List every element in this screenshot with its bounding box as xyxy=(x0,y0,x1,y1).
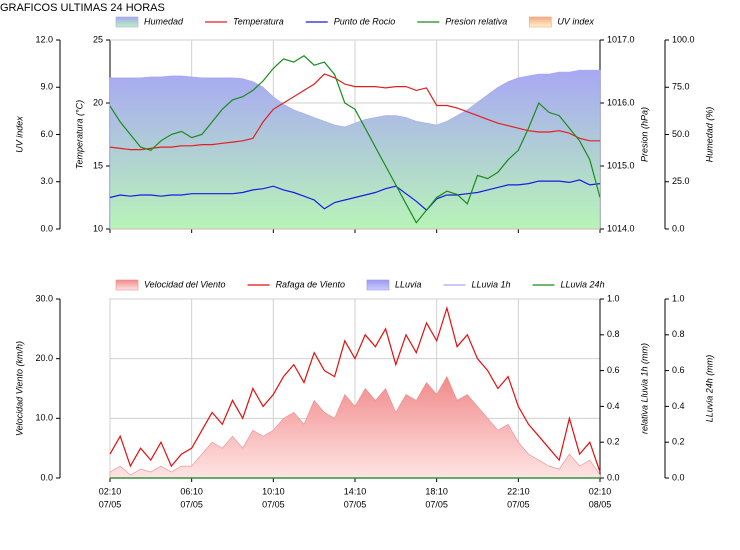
y-tick-label: 0.2 xyxy=(607,437,620,447)
y-tick-label: 25 xyxy=(93,34,103,44)
y-tick-label: 10 xyxy=(93,223,103,233)
line xyxy=(109,55,601,224)
y-tick-label: 100.0 xyxy=(672,34,695,44)
y-tick-label: 20.0 xyxy=(35,353,53,363)
x-tick-label: 22:10 xyxy=(507,486,530,496)
y-axis-title: Velocidad Viento (km/h) xyxy=(14,341,24,436)
y-tick-label: 0.8 xyxy=(672,329,685,339)
legend-label: LLuvia 1h xyxy=(471,279,510,289)
x-tick-label: 07/05 xyxy=(180,499,203,509)
y-tick-label: 50.0 xyxy=(672,129,690,139)
y-tick-label: 0.0 xyxy=(672,223,685,233)
page-title: GRAFICOS ULTIMAS 24 HORAS xyxy=(0,2,165,14)
area xyxy=(109,69,601,230)
y-tick-label: 15 xyxy=(93,160,103,170)
x-tick-label: 06:10 xyxy=(180,486,203,496)
y-axis-title: Humedad (%) xyxy=(704,107,714,163)
y-tick-label: 1.0 xyxy=(672,293,685,303)
x-tick-label: 02:10 xyxy=(589,486,612,496)
y-tick-label: 0.0 xyxy=(40,223,53,233)
x-tick-label: 02:10 xyxy=(99,486,122,496)
y-tick-label: 0.8 xyxy=(607,329,620,339)
x-tick-label: 14:10 xyxy=(344,486,367,496)
y-tick-label: 0.6 xyxy=(672,365,685,375)
y-tick-label: 9.0 xyxy=(40,82,53,92)
legend-label: LLuvia xyxy=(395,279,422,289)
legend-label: Punto de Rocio xyxy=(334,16,396,26)
legend-label: UV index xyxy=(557,16,594,26)
y-axis-title: Presion (hPa) xyxy=(639,107,649,162)
y-tick-label: 0.4 xyxy=(672,401,685,411)
line xyxy=(109,73,600,151)
y-tick-label: 0.0 xyxy=(607,472,620,482)
y-tick-label: 0.2 xyxy=(672,437,685,447)
y-tick-label: 1.0 xyxy=(607,293,620,303)
legend-swatch xyxy=(115,279,139,291)
y-axis-title: UV index xyxy=(14,116,24,153)
y-tick-label: 0.4 xyxy=(607,401,620,411)
x-tick-label: 07/05 xyxy=(344,499,367,509)
x-tick-label: 18:10 xyxy=(425,486,448,496)
x-tick-label: 07/05 xyxy=(262,499,285,509)
y-tick-label: 12.0 xyxy=(35,34,53,44)
line xyxy=(109,179,601,211)
legend-label: Presion relativa xyxy=(445,16,507,26)
legend-label: LLuvia 24h xyxy=(561,279,605,289)
y-tick-label: 25.0 xyxy=(672,176,690,186)
x-tick-label: 07/05 xyxy=(507,499,530,509)
x-tick-label: 07/05 xyxy=(99,499,122,509)
line xyxy=(109,305,601,473)
legend-label: Velocidad del Viento xyxy=(144,279,226,289)
legend-swatch xyxy=(366,279,390,291)
y-tick-label: 1015.0 xyxy=(607,160,635,170)
y-axis-title: Temperatura (°C) xyxy=(74,100,84,169)
y-tick-label: 75.0 xyxy=(672,82,690,92)
y-tick-label: 1016.0 xyxy=(607,97,635,107)
y-tick-label: 1017.0 xyxy=(607,34,635,44)
y-tick-label: 1014.0 xyxy=(607,223,635,233)
y-tick-label: 0.0 xyxy=(672,472,685,482)
y-tick-label: 10.0 xyxy=(35,413,53,423)
legend-label: Humedad xyxy=(144,16,184,26)
legend-swatch xyxy=(529,16,552,28)
x-tick-label: 07/05 xyxy=(425,499,448,509)
y-tick-label: 0.6 xyxy=(607,365,620,375)
y-tick-label: 30.0 xyxy=(35,293,53,303)
y-tick-label: 3.0 xyxy=(40,176,53,186)
y-axis-title: LLuvia 24h (mm) xyxy=(704,355,714,423)
legend-swatch xyxy=(115,16,139,28)
x-tick-label: 10:10 xyxy=(262,486,285,496)
legend-label: Temperatura xyxy=(233,16,284,26)
legend-label: Rafaga de Viento xyxy=(276,279,345,289)
y-tick-label: 0.0 xyxy=(40,472,53,482)
y-tick-label: 20 xyxy=(93,97,103,107)
y-tick-label: 6.0 xyxy=(40,129,53,139)
y-axis-title: relativa Lluvia 1h (mm) xyxy=(639,343,649,434)
area xyxy=(109,375,601,479)
x-tick-label: 08/05 xyxy=(589,499,612,509)
